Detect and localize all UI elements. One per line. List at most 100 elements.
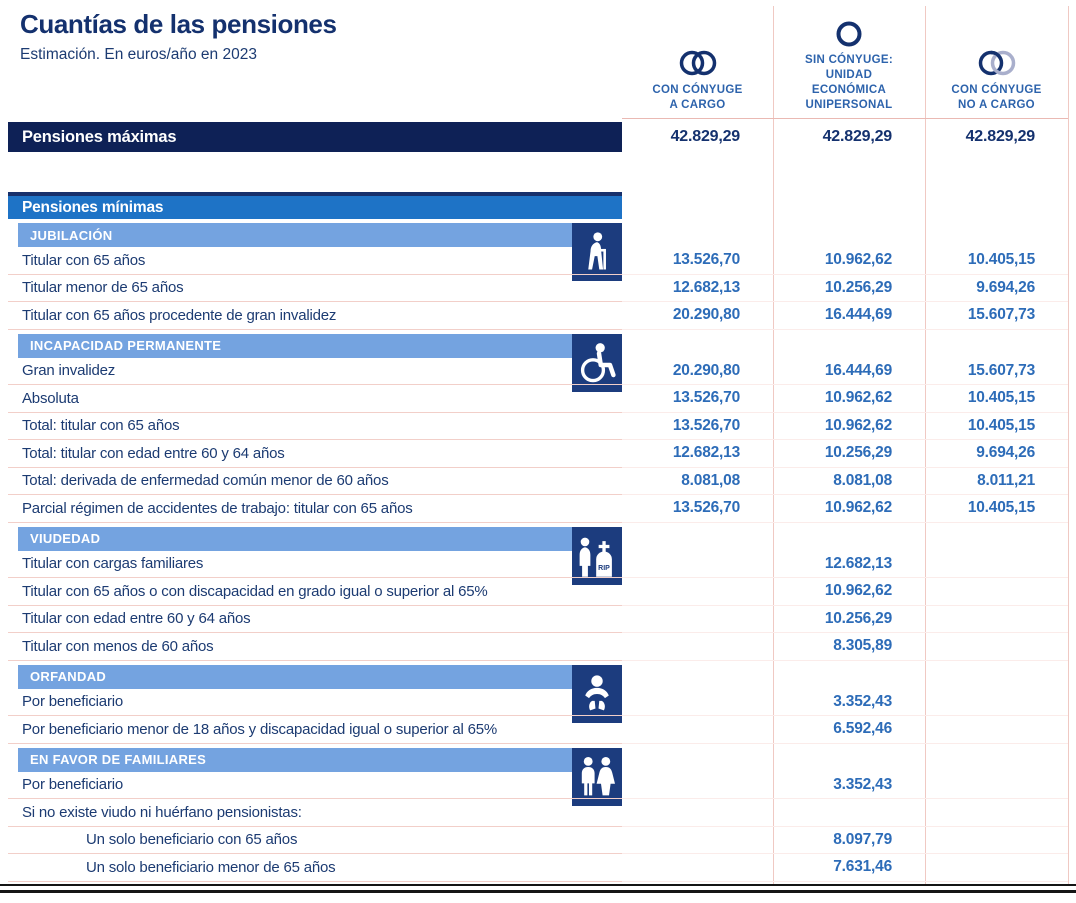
child-icon: [578, 670, 616, 718]
column-divider: [925, 6, 926, 884]
row-label: Un solo beneficiario menor de 65 años: [8, 854, 622, 882]
value-sin-conyuge: 7.631,46: [833, 858, 892, 876]
value-sin-conyuge: 10.256,29: [824, 444, 892, 462]
value-con-conyuge-no-a-cargo: 10.405,15: [967, 251, 1035, 269]
section-header: JUBILACIÓN: [18, 223, 622, 281]
table-row: Por beneficiario 3.352,43: [8, 772, 1076, 799]
row-label: Si no existe viudo ni huérfano pensionis…: [8, 799, 622, 827]
max-pensions-row: Pensiones máximas 42.829,29 42.829,29 42…: [8, 122, 1076, 152]
row-label: Total: titular con edad entre 60 y 64 añ…: [8, 440, 622, 468]
max-value-con-conyuge-a-cargo: 42.829,29: [670, 128, 741, 145]
row-label: Titular con 65 años: [8, 247, 622, 275]
table-row: Total: derivada de enfermedad común meno…: [8, 468, 1076, 495]
column-header-label: SIN CÓNYUGE: UNIDAD ECONÓMICA UNIPERSONA…: [805, 54, 893, 112]
table-row: Un solo beneficiario con 65 años 8.097,7…: [8, 827, 1076, 854]
value-sin-conyuge: 10.962,62: [824, 416, 892, 434]
column-header-label: CON CÓNYUGE A CARGO: [652, 84, 743, 112]
value-con-conyuge-no-a-cargo: 10.405,15: [967, 499, 1035, 517]
value-sin-conyuge: 10.962,62: [824, 582, 892, 600]
value-sin-conyuge: 10.962,62: [824, 251, 892, 269]
min-pensions-label: Pensiones mínimas: [22, 198, 164, 216]
title-block: Cuantías de las pensiones Estimación. En…: [20, 10, 337, 64]
value-sin-conyuge: 6.592,46: [833, 720, 892, 738]
table-row: Un solo beneficiario menor de 65 años 7.…: [8, 854, 1076, 882]
value-con-conyuge-no-a-cargo: 9.694,26: [976, 278, 1035, 296]
table-row: Titular menor de 65 años 12.682,13 10.25…: [8, 275, 1076, 302]
value-sin-conyuge: 3.352,43: [833, 692, 892, 710]
section-title: JUBILACIÓN: [30, 227, 113, 243]
table-row: Titular con cargas familiares 12.682,13: [8, 551, 1076, 578]
column-divider: [1068, 6, 1069, 884]
max-value-sin-conyuge: 42.829,29: [822, 128, 893, 145]
value-sin-conyuge: 8.081,08: [833, 471, 892, 489]
family-icon: [577, 753, 617, 801]
value-con-conyuge-a-cargo: 12.682,13: [672, 278, 740, 296]
table-row: Por beneficiario 3.352,43: [8, 689, 1076, 716]
table-section: ORFANDAD Por beneficiario 3.352,43 Por b…: [8, 664, 1076, 744]
table-row: Titular con 65 años 13.526,70 10.962,62 …: [8, 247, 1076, 275]
page-subtitle: Estimación. En euros/año en 2023: [20, 45, 257, 63]
value-sin-conyuge: 8.097,79: [833, 830, 892, 848]
row-label: Absoluta: [8, 385, 622, 413]
value-con-conyuge-no-a-cargo: 15.607,73: [967, 361, 1035, 379]
max-value-con-conyuge-no-a-cargo: 42.829,29: [965, 128, 1036, 145]
value-con-conyuge-a-cargo: 13.526,70: [672, 251, 740, 269]
row-label: Titular con edad entre 60 y 64 años: [8, 606, 622, 633]
value-sin-conyuge: 10.962,62: [824, 389, 892, 407]
svg-text:RIP: RIP: [598, 565, 610, 572]
rings-light-icon: [977, 50, 1017, 82]
value-sin-conyuge: 16.444,69: [824, 306, 892, 324]
row-label: Titular con 65 años procedente de gran i…: [8, 302, 622, 330]
value-con-conyuge-a-cargo: 12.682,13: [672, 444, 740, 462]
table-row: Titular con edad entre 60 y 64 años 10.2…: [8, 606, 1076, 633]
column-header: SIN CÓNYUGE: UNIDAD ECONÓMICA UNIPERSONA…: [773, 0, 925, 118]
bottom-double-rule: [0, 883, 1076, 893]
value-sin-conyuge: 8.305,89: [833, 637, 892, 655]
value-sin-conyuge: 16.444,69: [824, 361, 892, 379]
row-label: Titular con menos de 60 años: [8, 633, 622, 661]
table-row: Total: titular con 65 años 13.526,70 10.…: [8, 413, 1076, 440]
table-section: INCAPACIDAD PERMANENTE Gran invalidez 20…: [8, 333, 1076, 523]
section-title: VIUDEDAD: [30, 531, 101, 546]
value-con-conyuge-no-a-cargo: 8.011,21: [977, 471, 1035, 489]
table-row: Total: titular con edad entre 60 y 64 añ…: [8, 440, 1076, 468]
value-con-conyuge-no-a-cargo: 9.694,26: [976, 444, 1035, 462]
column-header-label: CON CÓNYUGE NO A CARGO: [951, 84, 1042, 112]
value-sin-conyuge: 3.352,43: [833, 775, 892, 793]
column-header: CON CÓNYUGE A CARGO: [622, 0, 773, 118]
spacer: [8, 152, 1076, 192]
table-row: Por beneficiario menor de 18 años y disc…: [8, 716, 1076, 744]
row-label: Total: derivada de enfermedad común meno…: [8, 468, 622, 495]
table-row: Titular con 65 años procedente de gran i…: [8, 302, 1076, 330]
value-con-conyuge-a-cargo: 13.526,70: [672, 499, 740, 517]
row-label: Titular con 65 años o con discapacidad e…: [8, 578, 622, 606]
section-header: EN FAVOR DE FAMILIARES: [18, 747, 622, 806]
section-header: INCAPACIDAD PERMANENTE: [18, 333, 622, 392]
column-divider: [773, 6, 774, 884]
value-con-conyuge-a-cargo: 13.526,70: [672, 389, 740, 407]
table-row: Absoluta 13.526,70 10.962,62 10.405,15: [8, 385, 1076, 413]
table-row: Parcial régimen de accidentes de trabajo…: [8, 495, 1076, 523]
table-row: Titular con 65 años o con discapacidad e…: [8, 578, 1076, 606]
table-section: VIUDEDAD RIP Titular con cargas familiar…: [8, 526, 1076, 661]
row-label: Titular menor de 65 años: [8, 275, 622, 302]
page-title: Cuantías de las pensiones: [20, 9, 337, 39]
rings-icon: [678, 50, 718, 82]
value-sin-conyuge: 10.256,29: [824, 278, 892, 296]
column-header: CON CÓNYUGE NO A CARGO: [925, 0, 1068, 118]
row-label: Por beneficiario: [8, 772, 622, 799]
value-sin-conyuge: 10.962,62: [824, 499, 892, 517]
row-label: Titular con cargas familiares: [8, 551, 622, 578]
max-pensions-label: Pensiones máximas: [22, 127, 177, 146]
ring-icon: [835, 21, 863, 52]
row-label: Total: titular con 65 años: [8, 413, 622, 440]
section-header: ORFANDAD: [18, 664, 622, 723]
value-con-conyuge-no-a-cargo: 10.405,15: [967, 416, 1035, 434]
section-header: VIUDEDAD RIP: [18, 526, 622, 585]
table-section: JUBILACIÓN Titular con 65 años 13.526,70…: [8, 223, 1076, 330]
section-title: EN FAVOR DE FAMILIARES: [30, 752, 207, 767]
pension-table: Pensiones máximas 42.829,29 42.829,29 42…: [0, 122, 1076, 882]
row-label: Por beneficiario menor de 18 años y disc…: [8, 716, 622, 744]
header: Cuantías de las pensiones Estimación. En…: [0, 0, 1076, 122]
